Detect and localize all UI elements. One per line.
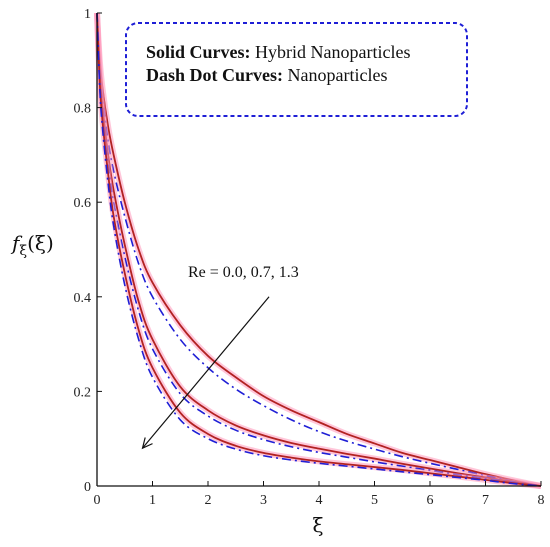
x-tick-label: 8 <box>538 493 545 508</box>
x-tick-label: 7 <box>482 493 489 508</box>
x-tick-label: 2 <box>205 493 212 508</box>
y-tick-label: 1 <box>84 7 91 22</box>
y-tick-label: 0.6 <box>74 196 92 211</box>
annotation: Re = 0.0, 0.7, 1.3 <box>141 264 299 450</box>
series-5-solid-line <box>96 12 542 487</box>
x-tick-label: 4 <box>316 493 323 508</box>
y-axis-label-arg: (ξ) <box>27 231 54 255</box>
legend-line-dashdot: Dash Dot Curves: Nanoparticles <box>146 65 387 85</box>
y-tick-label: 0.4 <box>74 291 92 306</box>
x-tick-label: 1 <box>149 493 156 508</box>
series-2-dashdot-line <box>96 12 542 487</box>
legend-dashdot-label: Dash Dot Curves: <box>146 65 283 85</box>
legend-solid-label: Solid Curves: <box>146 42 251 62</box>
series-6-dashdot-line <box>96 12 542 487</box>
legend-box <box>125 22 468 117</box>
y-axis-label: fξ(ξ) <box>10 231 54 259</box>
x-tick-label: 0 <box>94 493 101 508</box>
curves-layer <box>94 12 542 489</box>
y-tick-label: 0.2 <box>74 385 92 400</box>
annotation-arrow <box>142 296 270 449</box>
x-tick-label: 6 <box>427 493 434 508</box>
ticks-layer: 0 1 2 3 4 5 6 7 8 0 0.2 0.4 0.6 0.8 1 <box>74 7 545 508</box>
y-tick-label: 0 <box>84 480 91 495</box>
annotation-arrowhead <box>141 437 153 450</box>
y-tick-label: 0.8 <box>74 102 92 117</box>
annotation-text: Re = 0.0, 0.7, 1.3 <box>188 264 299 281</box>
series-1-solid-line <box>96 12 542 487</box>
y-axis-label-sub: ξ <box>19 243 27 259</box>
legend-line-solid: Solid Curves: Hybrid Nanoparticles <box>146 42 410 62</box>
legend: Solid Curves: Hybrid Nanoparticles Dash … <box>125 22 468 117</box>
x-tick-label: 5 <box>371 493 378 508</box>
legend-dashdot-desc: Nanoparticles <box>283 65 387 85</box>
x-axis-label: ξ <box>312 513 323 537</box>
x-tick-label: 3 <box>260 493 267 508</box>
legend-solid-desc: Hybrid Nanoparticles <box>251 42 411 62</box>
